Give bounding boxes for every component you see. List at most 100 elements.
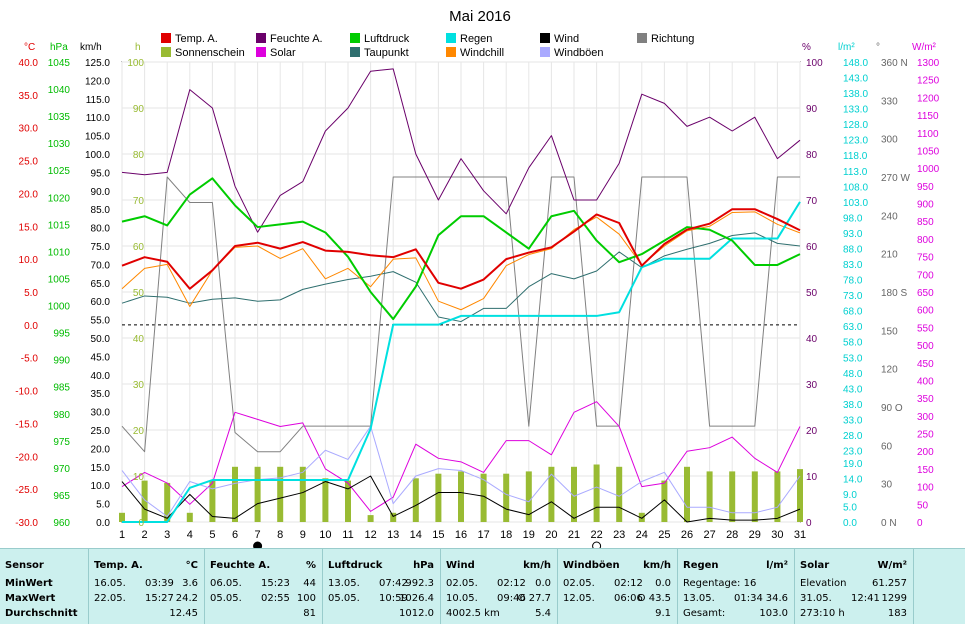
chart-title: Mai 2016 xyxy=(449,8,511,25)
rain-tick: 73.0 xyxy=(843,291,863,302)
stats-header: Wind xyxy=(446,560,475,571)
day-tick: 5 xyxy=(209,529,215,541)
legend-label: Richtung xyxy=(651,33,694,45)
stats-col-feuchte: Feuchte A.% 06.05. 15:23 44 05.05. 02:55 100 81 xyxy=(205,549,323,624)
rain-tick: 14.0 xyxy=(843,474,863,485)
stats-cell-value: 12.45 xyxy=(169,608,198,619)
rain-tick: 143.0 xyxy=(843,74,868,85)
celsius-tick: -25.0 xyxy=(15,485,38,496)
celsius-tick: -30.0 xyxy=(15,518,38,529)
solar-tick: 900 xyxy=(917,200,934,211)
day-tick: 22 xyxy=(590,529,602,541)
stats-cell-value: 0.0 xyxy=(655,578,671,589)
stats-col-solar: Solar W/m² Elevation 61.257 31.05. 12:41 1299 2… xyxy=(795,549,914,624)
stats-cell-value: 1012.0 xyxy=(399,608,434,619)
rain-tick: 88.0 xyxy=(843,244,863,255)
percent-tick: 0 xyxy=(806,518,812,529)
sunshine-bar xyxy=(345,480,351,522)
solar-tick: 350 xyxy=(917,394,934,405)
kmh-tick: 60.0 xyxy=(91,297,111,308)
celsius-tick: 25.0 xyxy=(19,157,39,168)
rain-tick: 0.0 xyxy=(843,518,857,529)
hpa-tick: 1030 xyxy=(48,139,71,150)
direction-tick: 120 xyxy=(881,365,898,376)
stats-cell-time: 02:55 xyxy=(261,593,290,604)
kmh-tick: 100.0 xyxy=(85,150,110,161)
celsius-tick: 15.0 xyxy=(19,222,39,233)
stats-cell-time: 10:59 xyxy=(379,593,408,604)
percent-tick: 50 xyxy=(806,288,818,299)
direction-tick: 240 xyxy=(881,211,898,222)
kmh-tick: 110.0 xyxy=(86,113,111,124)
sunshine-bar xyxy=(119,512,125,522)
stats-cell-date: Elevation xyxy=(800,578,847,589)
stats-cell-time: 12:41 xyxy=(851,593,880,604)
sunshine-bar xyxy=(458,471,464,522)
legend-label: Taupunkt xyxy=(364,47,409,59)
stats-cell-value: 3.6 xyxy=(182,578,198,589)
hpa-tick: 990 xyxy=(53,356,70,367)
stats-cell-value: 0.0 xyxy=(535,578,551,589)
stats-cell-date: 05.05. xyxy=(328,593,360,604)
stats-header: Windböen xyxy=(563,560,620,571)
kmh-tick: 55.0 xyxy=(91,316,111,327)
hpa-tick: 1045 xyxy=(48,58,71,69)
celsius-axis-label: °C xyxy=(24,42,35,53)
legend-label: Feuchte A. xyxy=(270,33,323,45)
legend-label: Windböen xyxy=(554,47,604,59)
day-tick: 11 xyxy=(342,529,353,541)
legend-swatch xyxy=(350,47,360,57)
stats-cell-time: 09:46 xyxy=(497,593,526,604)
kmh-tick: 75.0 xyxy=(91,242,111,253)
rain-tick: 38.0 xyxy=(843,400,863,411)
sunshine-bar xyxy=(503,473,510,522)
legend-swatch xyxy=(161,47,171,57)
celsius-tick: -5.0 xyxy=(21,354,39,365)
legend-label: Temp. A. xyxy=(175,33,218,45)
legend-swatch xyxy=(256,47,266,57)
stats-cell-date: 273:10 h xyxy=(800,608,845,619)
rain-tick: 48.0 xyxy=(843,369,863,380)
legend-swatch xyxy=(446,33,456,43)
kmh-tick: 125.0 xyxy=(85,58,110,69)
wind-line xyxy=(121,475,801,523)
direction-tick: 30 xyxy=(881,480,893,491)
hours-tick: 10 xyxy=(133,472,145,483)
solar-tick: 150 xyxy=(917,465,934,476)
stats-cell-value: 1299 xyxy=(881,593,907,604)
solar-tick: 950 xyxy=(917,182,934,193)
hpa-tick: 980 xyxy=(53,410,70,421)
sunshine-bar xyxy=(277,466,284,522)
stats-cell-value: 34.6 xyxy=(765,593,788,604)
stats-cell-date: 12.05. xyxy=(563,593,595,604)
axis-ticks: 40.035.030.025.020.015.010.05.00.0-5.0-1… xyxy=(15,58,940,548)
solar-tick: 1250 xyxy=(917,76,940,87)
rain-axis-label: l/m² xyxy=(838,42,855,53)
rain-tick: 98.0 xyxy=(843,213,863,224)
celsius-tick: 35.0 xyxy=(19,91,39,102)
percent-tick: 100 xyxy=(806,58,823,69)
stats-cell-date: 22.05. xyxy=(94,593,126,604)
stats-header: Temp. A. xyxy=(94,560,143,571)
sunshine-bar xyxy=(661,480,668,522)
rain-tick: 93.0 xyxy=(843,229,863,240)
percent-tick: 90 xyxy=(806,104,818,115)
stats-col-windboen: Windböen km/h 02.05. 02:12 0.0 12.05. 06:06 O 4… xyxy=(558,549,678,624)
plot-area xyxy=(119,61,803,523)
hpa-tick: 985 xyxy=(53,383,70,394)
rain-tick: 108.0 xyxy=(843,182,868,193)
rain-tick: 53.0 xyxy=(843,353,863,364)
day-tick: 19 xyxy=(523,529,535,541)
day-tick: 13 xyxy=(387,529,399,541)
stats-cell-value: 183 xyxy=(887,608,907,619)
solar-tick: 700 xyxy=(917,270,934,281)
rain-tick: 63.0 xyxy=(843,322,863,333)
legend-swatch xyxy=(446,47,456,57)
sunshine-bar xyxy=(729,471,736,522)
stats-cell-time: 15:27 xyxy=(145,593,174,604)
stats-cell-date: Regentage: 16 xyxy=(683,578,757,589)
stats-cell-date: 31.05. xyxy=(800,593,832,604)
stats-cell-date: 10.05. xyxy=(446,593,478,604)
percent-tick: 10 xyxy=(806,472,818,483)
kmh-tick: 120.0 xyxy=(85,76,110,87)
